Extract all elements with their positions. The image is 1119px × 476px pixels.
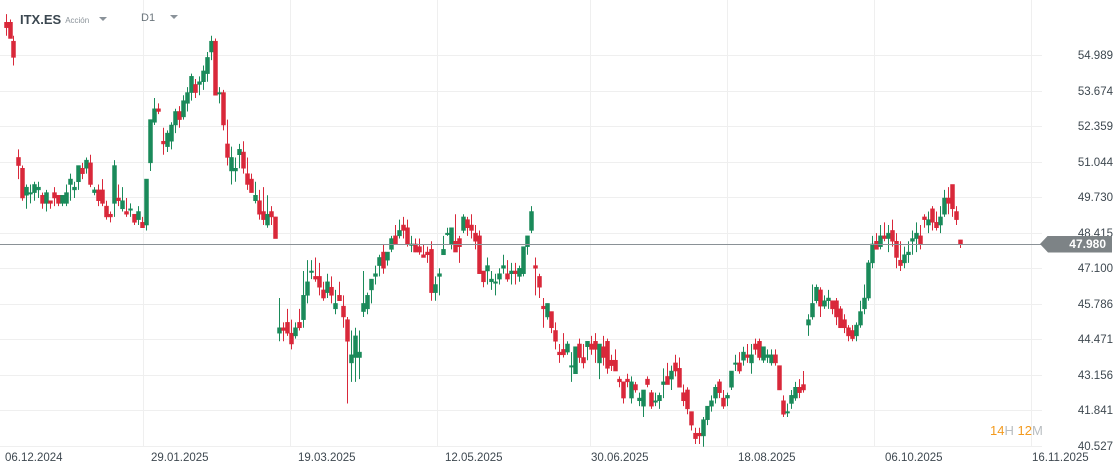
price-axis-label: 54.989 xyxy=(1077,49,1113,62)
countdown-hours: 14 xyxy=(990,423,1005,438)
price-axis-label: 53.674 xyxy=(1077,85,1113,98)
current-price-value: 47.980 xyxy=(1069,237,1106,251)
price-axis-label: 52.359 xyxy=(1077,120,1113,133)
time-axis-label: 29.01.2025 xyxy=(151,452,209,464)
time-axis-label: 16.11.2025 xyxy=(1032,452,1089,464)
price-axis-label: 41.841 xyxy=(1077,404,1113,417)
time-axis-label: 30.06.2025 xyxy=(591,452,649,464)
symbol-header[interactable]: ITX.ES Acción xyxy=(20,10,108,28)
price-axis-label: 40.527 xyxy=(1077,440,1113,453)
time-axis-label: 06.10.2025 xyxy=(885,452,943,464)
price-axis-label: 43.156 xyxy=(1077,369,1113,382)
price-axis-label: 45.786 xyxy=(1077,298,1113,311)
timeframe-dropdown-chevron-icon[interactable] xyxy=(170,15,178,19)
time-axis-label: 19.03.2025 xyxy=(298,452,356,464)
time-axis-label: 06.12.2024 xyxy=(5,452,63,464)
candles xyxy=(4,14,963,447)
grid-lines xyxy=(0,0,1042,447)
time-axis-label: 12.05.2025 xyxy=(445,452,503,464)
current-price-tag: 47.980 xyxy=(1040,235,1112,253)
instrument-type: Acción xyxy=(65,15,90,25)
price-axis-label: 47.100 xyxy=(1077,262,1113,275)
countdown-minutes-unit: M xyxy=(1031,423,1043,438)
symbol-name: ITX.ES xyxy=(20,11,62,27)
price-axis-label: 51.044 xyxy=(1077,156,1113,169)
time-axis-label: 18.08.2025 xyxy=(738,452,796,464)
countdown-minutes: 12 xyxy=(1017,423,1032,438)
symbol-dropdown-chevron-icon[interactable] xyxy=(99,17,108,21)
candle-countdown: 14H 12M xyxy=(990,423,1043,438)
countdown-hours-unit: H xyxy=(1004,423,1014,438)
timeframe-selector[interactable]: D1 xyxy=(141,12,156,24)
price-axis-label: 44.471 xyxy=(1077,333,1113,346)
price-axis-label: 49.730 xyxy=(1077,191,1113,204)
